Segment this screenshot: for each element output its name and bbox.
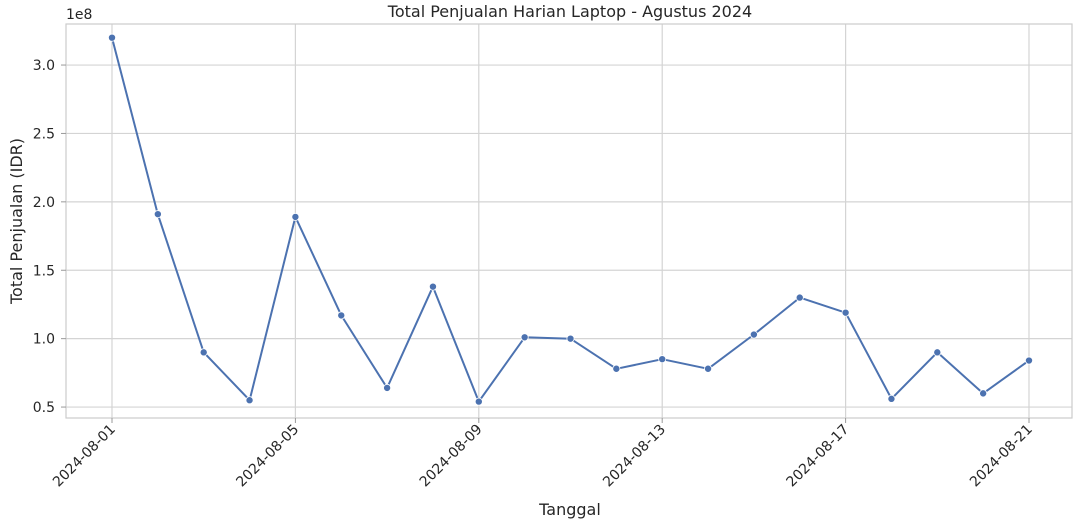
x-tick-label: 2024-08-09 [417,422,486,491]
data-point [887,394,896,403]
data-point [704,364,713,373]
x-tick-label: 2024-08-17 [784,422,853,491]
y-tick-label: 1.0 [33,332,55,348]
x-tick-label: 2024-08-13 [600,422,669,491]
data-point [337,311,346,320]
data-point [979,389,988,398]
data-point [291,212,300,221]
y-axis-label: Total Penjualan (IDR) [7,138,26,305]
data-point [749,330,758,339]
y-tick-label: 1.5 [33,263,55,279]
data-point [933,348,942,357]
y-tick-label: 0.5 [33,400,55,416]
data-point [153,210,162,219]
data-point [841,308,850,317]
series-line [111,37,1030,403]
data-point [383,383,392,392]
y-tick-label: 2.5 [33,126,55,142]
y-tick-label: 3.0 [33,58,55,74]
data-point [1025,356,1034,365]
plot-frame [65,23,1073,419]
grid-lines [66,24,1072,418]
chart-title: Total Penjualan Harian Laptop - Agustus … [387,2,752,21]
data-point [474,397,483,406]
data-point [428,282,437,291]
series-line-layer [111,37,1030,403]
data-point [199,348,208,357]
data-point [520,333,529,342]
data-point [795,293,804,302]
data-point [612,364,621,373]
x-tick-label: 2024-08-05 [233,422,302,491]
x-axis-label: Tanggal [538,500,601,519]
x-tick-label: 2024-08-21 [967,422,1036,491]
y-tick-label: 2.0 [33,195,55,211]
x-tick-label: 2024-08-01 [50,422,119,491]
y-offset-label: 1e8 [66,7,92,23]
data-point [108,33,117,42]
data-point [566,334,575,343]
axis-ticks: 0.5 1.0 1.5 2.0 2.5 3.0 2024-08-01 2024-08-05 20… [33,58,1036,490]
series-markers [108,33,1034,406]
data-point [245,396,254,405]
data-point [658,355,667,364]
